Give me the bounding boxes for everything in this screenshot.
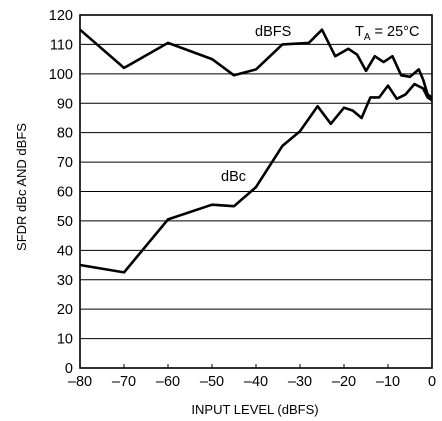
- x-tick-label: –70: [112, 374, 136, 390]
- x-tick-label: –80: [68, 374, 92, 390]
- y-tick-label: 70: [57, 155, 73, 171]
- condition-sub: A: [364, 32, 371, 43]
- y-tick-label: 60: [57, 185, 73, 201]
- y-tick-label: 20: [57, 302, 73, 318]
- y-axis-title: SFDR dBc AND dBFS: [14, 123, 29, 251]
- y-tick-label: 120: [49, 8, 73, 24]
- x-tick-label: –60: [156, 374, 180, 390]
- series-line-dbc: [79, 82, 433, 274]
- x-tick-label: –40: [244, 374, 268, 390]
- x-tick-label: –10: [376, 374, 400, 390]
- x-tick-label: –30: [288, 374, 312, 390]
- y-tick-label: 80: [57, 126, 73, 142]
- y-tick-label: 0: [65, 361, 73, 377]
- y-tick-label: 50: [57, 214, 73, 230]
- condition-label: TA = 25°C: [355, 24, 419, 43]
- series-line-dbfs: [79, 28, 433, 99]
- y-tick-label: 110: [50, 37, 73, 53]
- condition-main: T: [355, 24, 364, 40]
- y-tick-label: 100: [49, 67, 73, 83]
- y-tick-label: 30: [57, 273, 73, 289]
- x-axis-title: INPUT LEVEL (dBFS): [191, 402, 318, 417]
- x-tick-label: 0: [428, 374, 436, 390]
- series-lines: [79, 28, 433, 274]
- y-tick-label: 10: [57, 332, 73, 348]
- x-tick-label: –20: [332, 374, 356, 390]
- y-tick-label: 90: [57, 96, 73, 112]
- x-tick-labels: –80 –70 –60 –50 –40 –30 –20 –10 0: [68, 374, 436, 390]
- x-tick-label: –50: [200, 374, 224, 390]
- series-label-dbfs: dBFS: [255, 24, 291, 40]
- plot-frame: [79, 14, 433, 369]
- condition-rest: = 25°C: [371, 24, 420, 40]
- y-tick-labels: 0 10 20 30 40 50 60 70 80 90 100 110 120: [49, 8, 73, 377]
- series-label-dbc: dBc: [221, 169, 246, 185]
- y-tick-label: 40: [57, 243, 73, 259]
